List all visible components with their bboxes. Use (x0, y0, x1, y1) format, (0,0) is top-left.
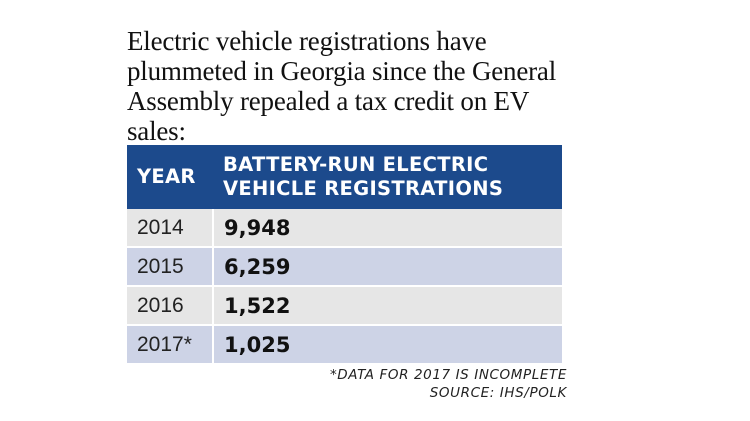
year-cell: 2017* (127, 325, 214, 365)
registrations-value-cell: 1,522 (213, 286, 562, 326)
table-header-row: YEAR BATTERY-RUN ELECTRIC VEHICLE REGIST… (127, 145, 562, 209)
year-cell: 2014 (127, 209, 214, 248)
registrations-value-cell: 6,259 (213, 247, 562, 287)
table-row: 2016 1,522 (127, 286, 562, 326)
table-row: 2017* 1,025 (127, 325, 562, 365)
registrations-column-header: BATTERY-RUN ELECTRIC VEHICLE REGISTRATIO… (213, 145, 562, 209)
year-cell: 2016 (127, 286, 214, 326)
registrations-table: YEAR BATTERY-RUN ELECTRIC VEHICLE REGIST… (127, 145, 562, 365)
registrations-value-cell: 9,948 (213, 209, 562, 248)
year-cell: 2015 (127, 247, 214, 287)
registrations-value-cell: 1,025 (213, 325, 562, 365)
table-row: 2015 6,259 (127, 247, 562, 287)
table-row: 2014 9,948 (127, 209, 562, 248)
intro-text: Electric vehicle registrations have plum… (127, 26, 557, 146)
footnote: *DATA FOR 2017 IS INCOMPLETE (329, 367, 567, 383)
source-credit: SOURCE: IHS/POLK (429, 385, 567, 401)
year-column-header: YEAR (127, 145, 213, 209)
table-notes: *DATA FOR 2017 IS INCOMPLETE SOURCE: IHS… (127, 366, 567, 402)
